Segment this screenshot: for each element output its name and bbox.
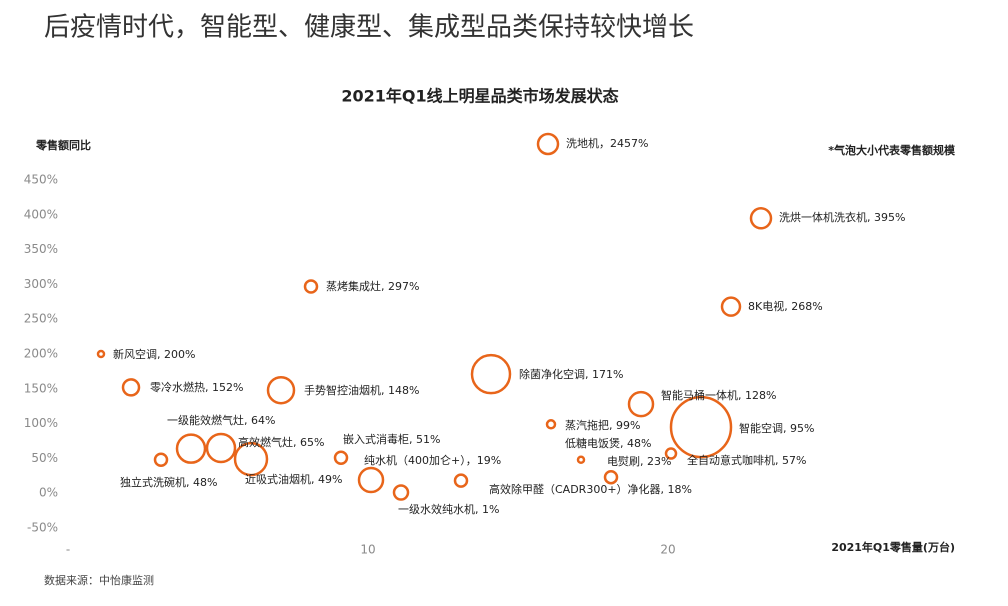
data-label: 嵌入式消毒柜, 51% bbox=[343, 432, 440, 446]
y-axis-label: 零售额同比 bbox=[35, 138, 91, 152]
bubble bbox=[453, 473, 469, 488]
bubble bbox=[664, 447, 678, 460]
x-axis-label: 2021年Q1零售量(万台) bbox=[831, 540, 955, 554]
y-tick-label: 0% bbox=[39, 486, 58, 500]
y-tick-label: 450% bbox=[24, 173, 58, 187]
data-label: 新风空调, 200% bbox=[113, 347, 195, 361]
data-label: 高效除甲醛（CADR300+）净化器, 18% bbox=[489, 482, 692, 496]
bubble bbox=[576, 455, 586, 465]
bubble bbox=[749, 207, 773, 230]
data-label: 手势智控油烟机, 148% bbox=[304, 383, 419, 397]
bubble bbox=[153, 452, 169, 468]
data-label: 电熨刷, 23% bbox=[607, 454, 671, 468]
y-tick-label: 150% bbox=[24, 381, 58, 395]
bubble bbox=[266, 375, 296, 405]
page-title: 后疫情时代，智能型、健康型、集成型品类保持较快增长 bbox=[44, 13, 694, 43]
data-label: 8K电视, 268% bbox=[748, 299, 823, 313]
data-label: 洗地机，2457% bbox=[566, 136, 648, 150]
bubble bbox=[627, 390, 655, 418]
source: 数据来源：中怡康监测 bbox=[44, 573, 154, 587]
x-tick-label: 20 bbox=[660, 543, 675, 557]
chart-title: 2021年Q1线上明星品类市场发展状态 bbox=[341, 87, 618, 106]
y-tick-label: 50% bbox=[31, 451, 58, 465]
data-label: 高效燃气灶, 65% bbox=[238, 435, 324, 449]
bubble bbox=[545, 419, 557, 430]
bubble bbox=[669, 395, 733, 459]
bubble bbox=[121, 378, 141, 397]
data-label: 近吸式油烟机, 49% bbox=[245, 472, 342, 486]
bubble bbox=[720, 296, 742, 317]
y-tick-label: -50% bbox=[27, 521, 58, 535]
bubble bbox=[96, 349, 106, 359]
bubble bbox=[536, 132, 560, 156]
y-tick-label: 250% bbox=[24, 312, 58, 326]
y-tick-label: 100% bbox=[24, 416, 58, 430]
y-tick-label: 300% bbox=[24, 277, 58, 291]
data-label: 全自动意式咖啡机, 57% bbox=[687, 453, 806, 467]
bubble bbox=[470, 353, 512, 395]
data-label: 洗烘一体机洗衣机, 395% bbox=[779, 210, 905, 224]
bubble bbox=[205, 432, 237, 464]
data-label: 智能空调, 95% bbox=[739, 421, 814, 435]
bubble bbox=[603, 469, 619, 485]
data-label: 低糖电饭煲, 48% bbox=[565, 436, 651, 450]
x-tick-label: 10 bbox=[360, 543, 375, 557]
bubble bbox=[357, 466, 385, 494]
y-tick-label: 350% bbox=[24, 242, 58, 256]
bubble bbox=[392, 484, 410, 501]
bubble bbox=[233, 441, 269, 477]
x-tick-label: - bbox=[66, 543, 70, 557]
note: *气泡大小代表零售额规模 bbox=[828, 143, 956, 157]
bubble bbox=[333, 450, 349, 465]
data-label: 蒸汽拖把, 99% bbox=[565, 418, 640, 432]
data-label: 除菌净化空调, 171% bbox=[519, 367, 623, 381]
data-label: 独立式洗碗机, 48% bbox=[120, 475, 217, 489]
data-label: 蒸烤集成灶, 297% bbox=[326, 279, 419, 293]
bubble bbox=[303, 279, 319, 294]
data-label: 一级能效燃气灶, 64% bbox=[167, 413, 275, 427]
data-label: 纯水机（400加仑+），19% bbox=[364, 453, 501, 467]
data-label: 零冷水燃热, 152% bbox=[150, 380, 243, 394]
y-tick-label: 200% bbox=[24, 347, 58, 361]
data-label: 一级水效纯水机, 1% bbox=[398, 502, 499, 516]
bubble bbox=[175, 433, 207, 464]
data-label: 智能马桶一体机, 128% bbox=[661, 388, 776, 402]
y-tick-label: 400% bbox=[24, 207, 58, 221]
